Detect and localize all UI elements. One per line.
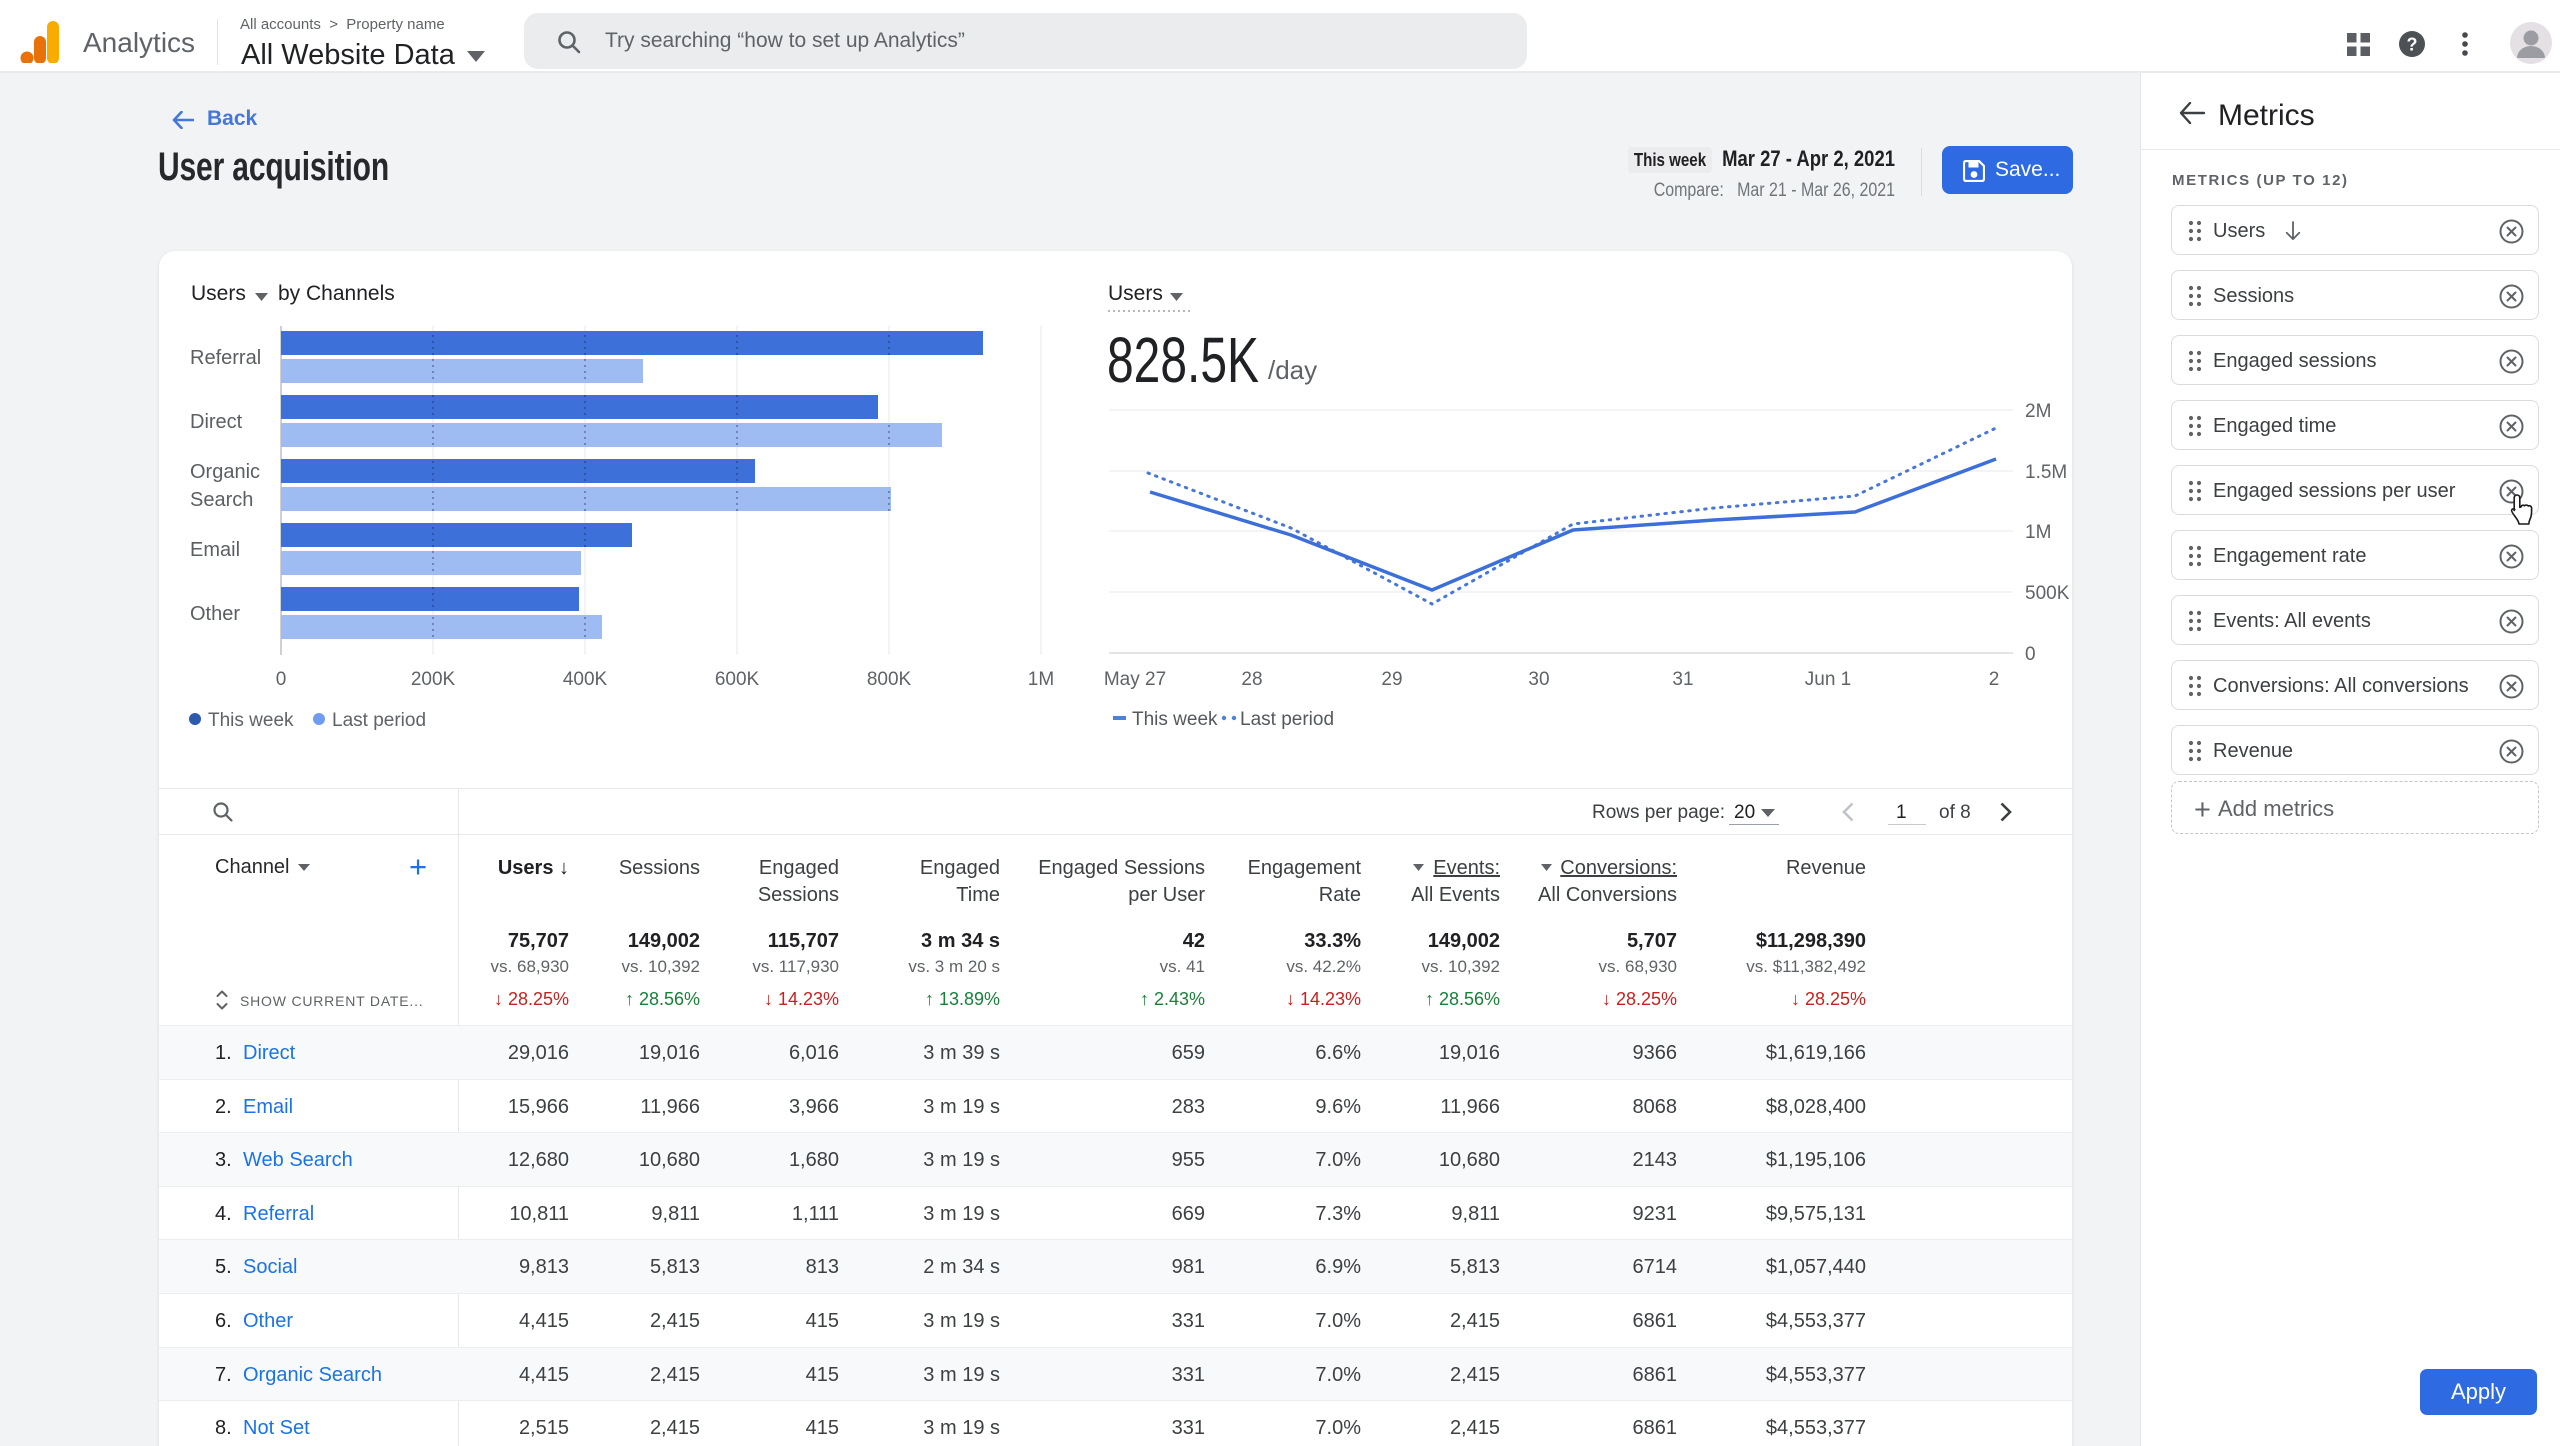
svg-text:Users: Users <box>191 282 246 305</box>
svg-text:May 27: May 27 <box>1104 669 1166 690</box>
svg-text:31: 31 <box>1672 669 1693 690</box>
svg-text:Last period: Last period <box>1240 709 1334 730</box>
svg-text:This week: This week <box>208 710 294 731</box>
svg-text:1M: 1M <box>1028 669 1054 690</box>
svg-text:0: 0 <box>2025 644 2036 665</box>
svg-text:Search: Search <box>190 489 253 511</box>
svg-text:828.5K: 828.5K <box>1107 324 1259 396</box>
svg-text:29: 29 <box>1381 669 1402 690</box>
svg-text:1M: 1M <box>2025 522 2051 543</box>
svg-text:30: 30 <box>1528 669 1549 690</box>
svg-text:Other: Other <box>190 603 240 625</box>
svg-text:500K: 500K <box>2025 583 2070 604</box>
svg-text:0: 0 <box>276 669 287 690</box>
svg-text:This week: This week <box>1132 709 1218 730</box>
svg-text:200K: 200K <box>411 669 456 690</box>
svg-text:600K: 600K <box>715 669 760 690</box>
svg-text:Last period: Last period <box>332 710 426 731</box>
svg-text:2M: 2M <box>2025 401 2051 422</box>
svg-text:/day: /day <box>1268 355 1317 385</box>
svg-text:800K: 800K <box>867 669 912 690</box>
svg-text:Jun 1: Jun 1 <box>1805 669 1851 690</box>
svg-text:Organic: Organic <box>190 461 260 483</box>
svg-text:Direct: Direct <box>190 411 243 433</box>
svg-text:28: 28 <box>1241 669 1262 690</box>
svg-text:1.5M: 1.5M <box>2025 462 2067 483</box>
svg-text:Users: Users <box>1108 282 1163 305</box>
svg-text:2: 2 <box>1989 669 2000 690</box>
svg-text:400K: 400K <box>563 669 608 690</box>
svg-text:by Channels: by Channels <box>278 282 395 305</box>
svg-text:Referral: Referral <box>190 347 261 369</box>
svg-text:?: ? <box>2407 35 2418 55</box>
svg-text:Email: Email <box>190 539 240 561</box>
